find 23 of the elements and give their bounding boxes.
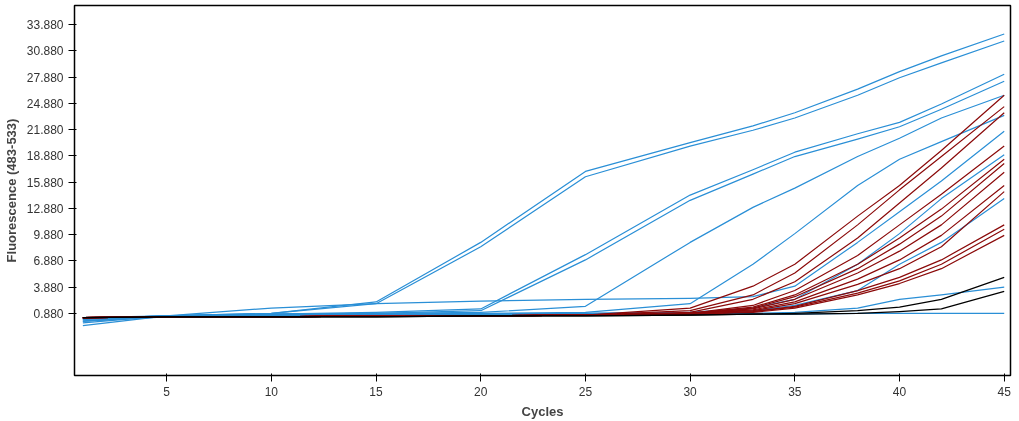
x-tick-label: 20 <box>474 384 488 399</box>
y-tick-label: 9.880 <box>33 228 64 243</box>
y-tick-label: 18.880 <box>26 149 64 164</box>
x-tick-label: 45 <box>997 384 1012 399</box>
y-tick-label: 3.880 <box>33 280 64 295</box>
x-tick-label: 35 <box>788 384 802 399</box>
y-tick-label: 21.880 <box>26 123 64 138</box>
y-tick-label: 33.880 <box>26 18 64 32</box>
y-tick-label: 12.880 <box>26 201 64 216</box>
x-tick-label: 5 <box>163 384 171 399</box>
x-tick-label: 30 <box>683 384 698 399</box>
x-axis-title: Cycles <box>521 403 564 419</box>
x-tick-label: 15 <box>369 384 384 399</box>
y-tick-label: 15.880 <box>26 175 64 190</box>
y-tick-label: 27.880 <box>26 70 64 85</box>
y-tick-label: 24.880 <box>26 96 64 111</box>
y-tick-label: 6.880 <box>33 254 64 269</box>
x-tick-label: 40 <box>892 384 907 399</box>
y-tick-label: 0.880 <box>33 307 64 321</box>
x-tick-label: 25 <box>578 384 593 399</box>
y-tick-label: 30.880 <box>26 44 64 59</box>
y-axis-title: Fluorescence (483-533) <box>3 118 19 263</box>
x-tick-label: 10 <box>264 384 279 399</box>
